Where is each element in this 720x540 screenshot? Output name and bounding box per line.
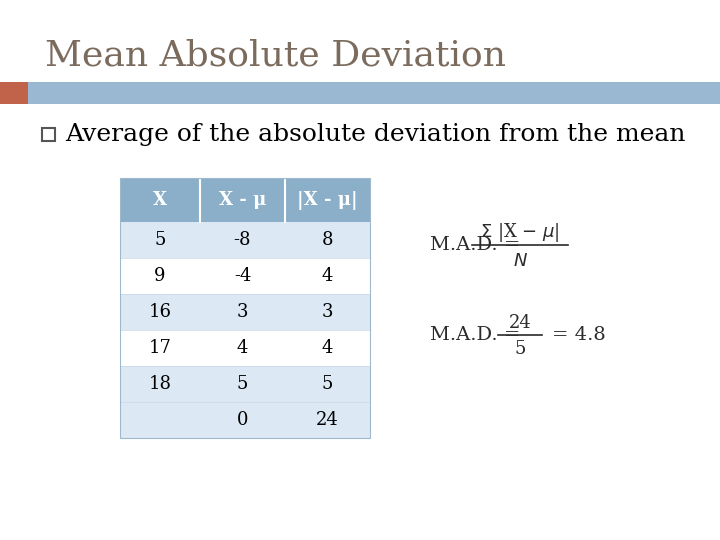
Text: 9: 9	[154, 267, 166, 285]
Bar	[42, 128, 55, 141]
Text: 3: 3	[322, 303, 333, 321]
Text: $\Sigma$ |X $-$ $\mu$|: $\Sigma$ |X $-$ $\mu$|	[480, 220, 560, 244]
Text: X - μ: X - μ	[219, 191, 266, 209]
Text: X: X	[153, 191, 167, 209]
Text: |X - μ|: |X - μ|	[297, 191, 358, 210]
Bar	[120, 178, 370, 222]
Text: -4: -4	[234, 267, 251, 285]
Bar	[120, 294, 370, 330]
Text: 5: 5	[237, 375, 248, 393]
Text: Mean Absolute Deviation: Mean Absolute Deviation	[45, 38, 506, 72]
Text: 5: 5	[514, 340, 526, 358]
Text: $N$: $N$	[513, 252, 528, 270]
Bar	[0, 82, 720, 104]
Bar	[0, 82, 28, 104]
Text: 5: 5	[154, 231, 166, 249]
Text: Average of the absolute deviation from the mean: Average of the absolute deviation from t…	[65, 124, 685, 146]
Bar	[120, 222, 370, 258]
Text: 17: 17	[148, 339, 171, 357]
Text: M.A.D. =: M.A.D. =	[430, 326, 526, 344]
Text: = 4.8: = 4.8	[552, 326, 606, 344]
Bar	[120, 366, 370, 402]
Text: 18: 18	[148, 375, 171, 393]
Text: 4: 4	[322, 267, 333, 285]
Bar	[120, 178, 370, 438]
Text: 24: 24	[508, 314, 531, 332]
Text: M.A.D. =: M.A.D. =	[430, 236, 526, 254]
Text: 3: 3	[237, 303, 248, 321]
Text: -8: -8	[234, 231, 251, 249]
Text: 4: 4	[322, 339, 333, 357]
Text: 5: 5	[322, 375, 333, 393]
Bar	[120, 258, 370, 294]
Text: 8: 8	[322, 231, 333, 249]
Text: 4: 4	[237, 339, 248, 357]
Bar	[120, 330, 370, 366]
Bar	[120, 402, 370, 438]
Text: 16: 16	[148, 303, 171, 321]
Text: 0: 0	[237, 411, 248, 429]
Text: 24: 24	[316, 411, 339, 429]
